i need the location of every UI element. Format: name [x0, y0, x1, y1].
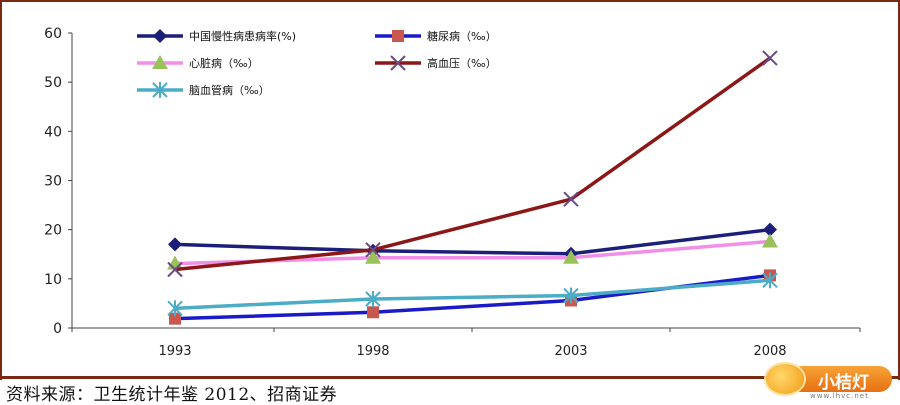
logo-url: www.lhvc.net — [810, 392, 869, 400]
data-point — [563, 249, 579, 264]
x-tick-label: 1993 — [158, 344, 191, 359]
right-border — [898, 0, 900, 380]
data-point — [763, 222, 777, 237]
data-point — [167, 300, 183, 317]
line-chart: 0 10 20 30 40 50 60 1993 1998 2003 2008 中国慢性病患病率(%)… — [44, 26, 861, 359]
data-point — [365, 290, 381, 307]
data-point — [168, 237, 182, 252]
legend-label: 高血压（‰） — [427, 56, 497, 70]
data-point — [365, 242, 381, 258]
left-border — [0, 0, 2, 380]
y-tick-label: 20 — [44, 223, 62, 239]
legend-marker — [152, 82, 168, 98]
y-tick-label: 60 — [44, 26, 62, 42]
legend-label: 糖尿病（‰） — [427, 29, 497, 43]
legend-label: 中国慢性病患病率(%) — [189, 29, 296, 43]
y-tick-label: 30 — [44, 174, 62, 190]
data-point — [365, 249, 381, 264]
series-line-0 — [174, 227, 771, 256]
legend-marker — [390, 55, 406, 71]
x-tick-label: 2008 — [753, 344, 786, 359]
y-tick-label: 40 — [44, 124, 62, 140]
series-line-4 — [174, 278, 771, 311]
top-border — [0, 0, 900, 2]
bottom-border — [0, 376, 900, 379]
data-point — [762, 272, 778, 289]
source-note: 资料来源：卫生统计年鉴 2012、招商证券 — [6, 385, 338, 405]
legend-marker — [153, 29, 167, 43]
legend-marker — [392, 30, 404, 42]
legend-label: 心脏病（‰） — [189, 56, 259, 70]
data-point — [169, 312, 181, 325]
data-point — [563, 287, 579, 304]
data-point — [762, 233, 778, 248]
y-tick-label: 50 — [44, 75, 62, 91]
data-point — [167, 261, 183, 278]
site-logo: 小桔灯 www.lhvc.net — [766, 364, 892, 402]
data-point — [367, 306, 379, 319]
logo-text: 小桔灯 — [818, 373, 869, 393]
legend-label: 脑血管病（‰） — [189, 83, 270, 97]
logo-pill — [788, 366, 892, 392]
series-line-3 — [174, 56, 772, 272]
y-tick-label: 0 — [53, 321, 62, 337]
x-tick-label: 1998 — [356, 344, 389, 359]
y-tick-label: 10 — [44, 272, 62, 288]
legend-marker — [152, 55, 168, 69]
data-point — [563, 191, 579, 207]
x-tick-label: 2003 — [554, 344, 587, 359]
orange-icon — [766, 364, 804, 394]
data-point — [762, 50, 778, 66]
